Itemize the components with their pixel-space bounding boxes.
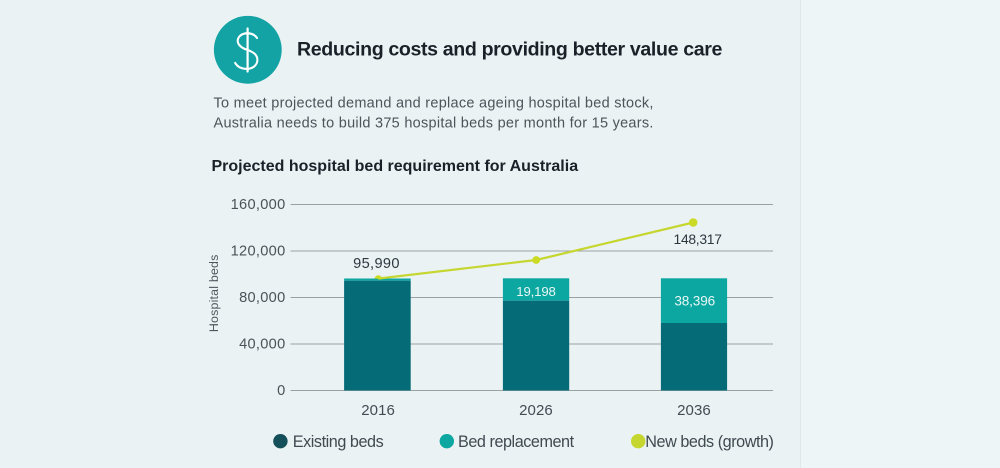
svg-text:Reducing costs and providing b: Reducing costs and providing better valu… — [297, 39, 723, 61]
svg-text:40,000: 40,000 — [239, 337, 285, 353]
svg-text:2036: 2036 — [677, 402, 711, 419]
svg-text:Projected hospital bed require: Projected hospital bed requirement for A… — [212, 158, 579, 175]
svg-text:95,990: 95,990 — [353, 256, 400, 272]
svg-text:160,000: 160,000 — [231, 197, 286, 213]
svg-text:80,000: 80,000 — [239, 290, 285, 306]
svg-text:19,198: 19,198 — [516, 284, 555, 299]
svg-text:120,000: 120,000 — [231, 243, 286, 259]
svg-text:Australia needs to build 375 h: Australia needs to build 375 hospital be… — [214, 116, 654, 132]
svg-text:New beds (growth): New beds (growth) — [645, 433, 773, 451]
svg-text:Bed replacement: Bed replacement — [458, 433, 575, 451]
svg-text:2026: 2026 — [519, 402, 553, 419]
svg-text:2016: 2016 — [361, 402, 395, 419]
svg-text:148,317: 148,317 — [674, 231, 723, 247]
svg-text:38,396: 38,396 — [674, 293, 715, 308]
svg-text:Existing beds: Existing beds — [293, 433, 384, 451]
svg-text:0: 0 — [277, 383, 285, 399]
svg-text:Hospital beds: Hospital beds — [207, 254, 221, 332]
svg-text:To meet projected demand and r: To meet projected demand and replace age… — [214, 96, 654, 112]
